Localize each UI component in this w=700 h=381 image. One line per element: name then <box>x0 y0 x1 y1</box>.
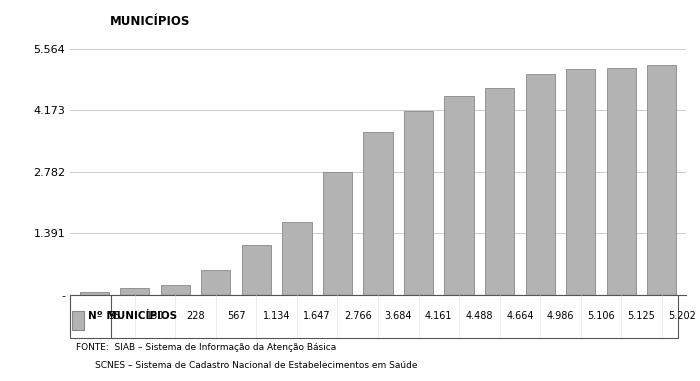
Text: 5.125: 5.125 <box>627 311 655 321</box>
Bar <box>323 173 352 295</box>
Bar <box>485 88 514 295</box>
Bar <box>282 222 312 295</box>
Text: 2.766: 2.766 <box>344 311 372 321</box>
Bar <box>202 270 230 295</box>
Text: 567: 567 <box>227 311 246 321</box>
Text: SCNES – Sistema de Cadastro Nacional de Estabelecimentos em Saúde: SCNES – Sistema de Cadastro Nacional de … <box>94 361 417 370</box>
Text: 4.161: 4.161 <box>425 311 452 321</box>
Text: MUNICÍPIOS: MUNICÍPIOS <box>110 15 190 28</box>
Bar <box>120 288 149 295</box>
Text: 4.488: 4.488 <box>466 311 493 321</box>
Bar <box>404 110 433 295</box>
Text: FONTE:  SIAB – Sistema de Informação da Atenção Básica: FONTE: SIAB – Sistema de Informação da A… <box>76 343 337 352</box>
Text: 150: 150 <box>146 311 164 321</box>
Text: 5.202: 5.202 <box>668 311 696 321</box>
Text: 5.106: 5.106 <box>587 311 615 321</box>
Text: 4.664: 4.664 <box>506 311 533 321</box>
Text: 4.986: 4.986 <box>547 311 574 321</box>
Bar <box>607 68 636 295</box>
Text: 55: 55 <box>108 311 121 321</box>
Bar <box>80 293 109 295</box>
Bar <box>526 74 554 295</box>
Text: 228: 228 <box>186 311 205 321</box>
Bar <box>444 96 474 295</box>
Bar <box>161 285 190 295</box>
Bar <box>647 64 676 295</box>
Bar <box>241 245 271 295</box>
Text: 3.684: 3.684 <box>384 311 412 321</box>
Bar <box>566 69 595 295</box>
Text: 1.647: 1.647 <box>303 311 331 321</box>
FancyBboxPatch shape <box>72 311 84 330</box>
Text: Nº MUNICÍPIOS: Nº MUNICÍPIOS <box>88 311 177 321</box>
Text: 1.134: 1.134 <box>263 311 290 321</box>
Bar <box>363 132 393 295</box>
